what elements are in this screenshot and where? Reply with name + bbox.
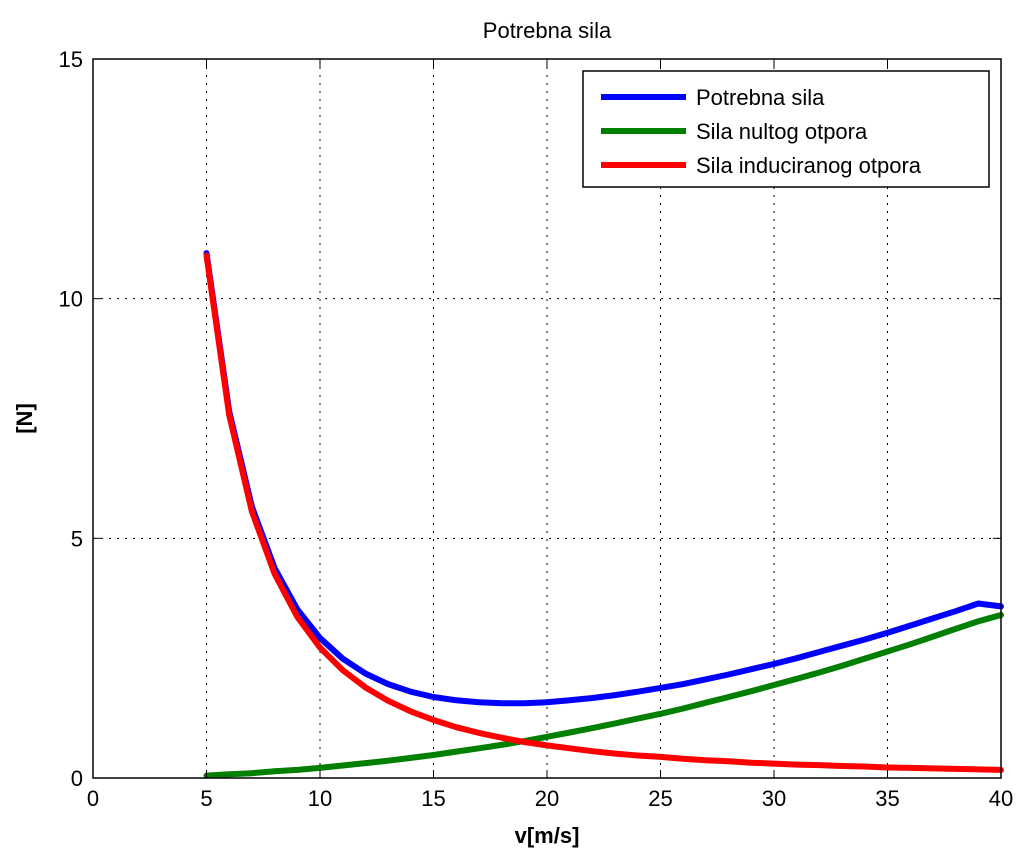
x-tick-label: 0 (87, 786, 99, 811)
series-line-1 (203, 612, 1004, 779)
series-layer (203, 250, 1004, 779)
x-tick-label: 30 (762, 786, 786, 811)
legend-label: Sila induciranog otpora (696, 153, 922, 178)
chart-title: Potrebna sila (483, 18, 612, 43)
x-tick-label: 5 (200, 786, 212, 811)
series-line-2 (203, 252, 1004, 773)
x-axis-label: v[m/s] (515, 823, 580, 848)
y-tick-label: 5 (71, 526, 83, 551)
legend: Potrebna sila Sila nultog otpora Sila indu… (582, 70, 990, 188)
y-tick-label: 10 (59, 287, 83, 312)
y-tick-label: 15 (59, 47, 83, 72)
series-line-0 (203, 250, 1004, 707)
x-tick-label: 15 (421, 786, 445, 811)
legend-label: Sila nultog otpora (696, 119, 868, 144)
y-axis-label: [N] (12, 403, 37, 434)
legend-label: Potrebna sila (696, 85, 825, 110)
x-tick-label: 10 (308, 786, 332, 811)
ticks (92, 58, 1002, 779)
y-tick-label: 0 (71, 766, 83, 791)
x-tick-label: 20 (535, 786, 559, 811)
x-tick-label: 25 (648, 786, 672, 811)
x-tick-label: 35 (875, 786, 899, 811)
x-tick-label: 40 (989, 786, 1013, 811)
tick-labels: 0 5 10 15 20 25 30 35 40 0 5 10 15 (59, 47, 1014, 811)
